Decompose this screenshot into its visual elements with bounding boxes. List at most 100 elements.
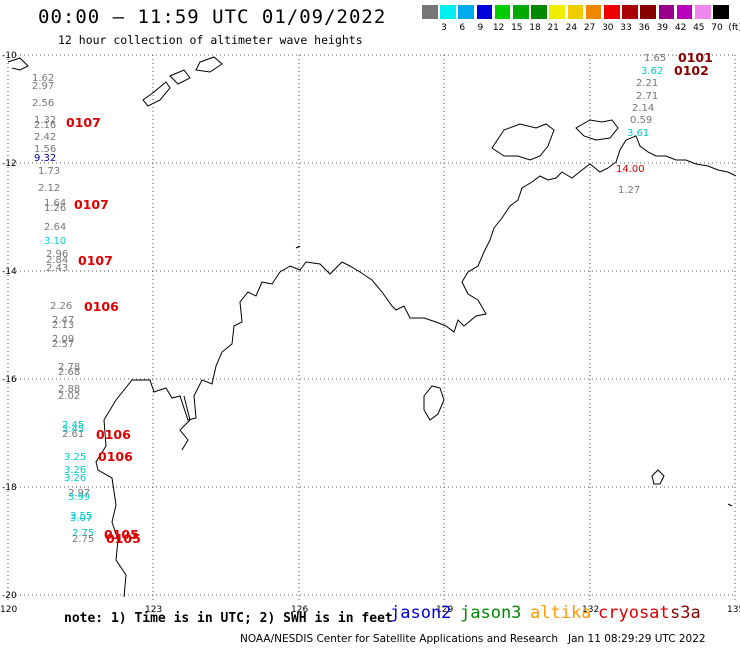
wave-height-reading: 2.16 [34, 120, 56, 131]
wave-height-reading: 2.21 [636, 78, 658, 89]
wave-height-reading: 2.75 [72, 528, 94, 539]
satellite-name-s3a: s3a [670, 603, 701, 623]
legend-swatch [440, 5, 456, 19]
satellite-name-altika: altika [530, 603, 592, 623]
wave-height-reading: 3.62 [641, 66, 663, 77]
wave-height-reading: 2.12 [38, 183, 60, 194]
wave-height-reading: 3.10 [44, 236, 66, 247]
map-subtitle: 12 hour collection of altimeter wave hei… [58, 33, 363, 47]
legend-label: 6 [459, 23, 466, 33]
wave-height-reading: 2.97 [68, 488, 90, 499]
coastline-segment [295, 245, 301, 249]
coastline-segment [651, 469, 665, 485]
legend-swatch [458, 5, 474, 19]
wave-height-reading: 2.26 [50, 301, 72, 312]
legend-swatch [695, 5, 711, 19]
observation-time-tag: 0106 [84, 299, 119, 314]
legend-swatch [476, 5, 493, 19]
wave-height-reading: 1.26 [44, 203, 66, 214]
coastline-segment [95, 135, 737, 598]
observation-time-tag: 0101 [678, 50, 713, 65]
legend-label: 18 [529, 23, 541, 33]
legend-swatch [549, 5, 565, 19]
legend-label: 21 [547, 23, 559, 33]
coastline-segment [7, 57, 29, 71]
wave-height-reading: 2.84 [46, 255, 68, 266]
wave-height-reading: 2.71 [636, 91, 658, 102]
legend-label: 45 [693, 23, 705, 33]
legend-swatch [622, 5, 638, 19]
coastline-segment [423, 385, 445, 421]
wave-height-reading: 3.61 [627, 128, 649, 139]
legend-swatch [531, 5, 547, 19]
legend-swatch [604, 5, 620, 19]
legend-label: 27 [583, 23, 596, 33]
wave-height-reading: 2.42 [34, 132, 56, 143]
wave-height-reading: 2.64 [44, 222, 66, 233]
wave-height-reading: 1.56 [34, 144, 56, 155]
wave-height-reading: 1.73 [38, 166, 60, 177]
wave-height-reading: 2.78 [58, 362, 80, 373]
wave-height-reading: 2.43 [46, 263, 68, 274]
wave-height-reading: 2.68 [58, 367, 80, 378]
observation-labels: 1.622.972.561.322.162.421.569.321.732.12… [32, 50, 713, 546]
wave-height-reading: 2.13 [52, 320, 74, 331]
legend-swatch [494, 5, 511, 19]
footer-note: note: 1) Time is in UTC; 2) SWH is in fe… [64, 611, 393, 626]
lat-label: -18 [2, 483, 17, 493]
observation-time-tag: 0107 [66, 115, 101, 130]
legend-swatch [640, 5, 656, 19]
legend-label: 39 [656, 23, 669, 33]
wave-height-reading: 3.55 [70, 511, 92, 522]
wave-height-reading: 2.14 [632, 103, 654, 114]
coastline-segment [727, 503, 733, 507]
satellite-name-cryosat: cryosat [598, 603, 670, 623]
legend-swatch [713, 5, 729, 19]
lon-label: 126 [291, 605, 308, 615]
coastline-segment [195, 56, 223, 73]
wave-height-reading: 2.61 [62, 429, 84, 440]
wave-height-reading: 9.32 [34, 153, 56, 164]
wave-height-reading: 14.00 [616, 164, 645, 175]
legend-swatch [422, 5, 438, 19]
legend-label: 33 [620, 23, 632, 33]
wave-height-reading: 2.45 [62, 420, 84, 431]
coastline-segment [179, 395, 191, 451]
lon-label: 123 [145, 605, 162, 615]
legend-label: 24 [565, 23, 578, 33]
wave-height-reading: 3.26 [64, 465, 86, 476]
map-title: 00:00 – 11:59 UTC 01/09/2022 [38, 6, 387, 28]
wave-height-reading: 3.99 [68, 492, 90, 503]
graticule [7, 54, 736, 600]
lon-label: 132 [582, 605, 599, 615]
wave-height-reading: 1.65 [644, 53, 666, 64]
satellite-name-jason2: jason2 [390, 603, 452, 623]
legend-swatch [676, 5, 693, 19]
lat-label: -20 [2, 591, 17, 601]
observation-time-tag: 0107 [74, 197, 109, 212]
lat-label: -10 [2, 51, 17, 61]
legend-label: 15 [511, 23, 523, 33]
coastline-segment [575, 119, 619, 141]
wave-height-reading: 1.27 [618, 185, 640, 196]
observation-time-tag: 0107 [78, 253, 113, 268]
lon-label: 120 [0, 605, 17, 615]
legend-label: 42 [674, 23, 687, 33]
lat-label: -16 [2, 375, 17, 385]
legend-swatch [585, 5, 602, 19]
satellite-name-jason3: jason3 [460, 603, 522, 623]
wave-height-reading: 2.96 [46, 249, 68, 260]
observation-time-tag: 0106 [98, 449, 133, 464]
wave-height-reading: 1.62 [32, 73, 54, 84]
coastline-segment [142, 81, 171, 107]
wave-height-reading: 3.07 [70, 513, 92, 524]
legend-label: 12 [492, 23, 505, 33]
legend-label: (ft) [728, 23, 740, 33]
wave-height-reading: 1.64 [44, 198, 66, 209]
observation-time-tag: 0102 [674, 63, 709, 78]
wave-height-reading: 3.26 [64, 473, 86, 484]
coastline-segment [169, 69, 191, 85]
legend-label: 3 [441, 23, 447, 33]
wave-height-reading: 3.45 [62, 424, 84, 435]
